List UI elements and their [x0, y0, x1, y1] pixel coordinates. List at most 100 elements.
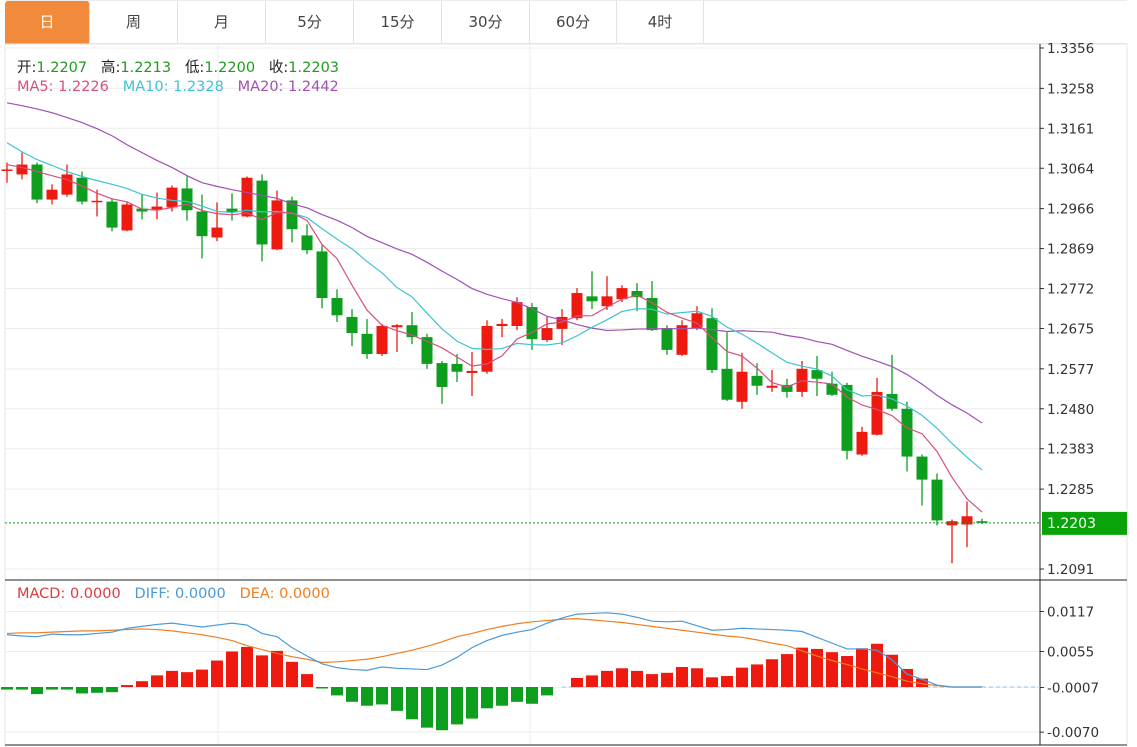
diff-value: DIFF: 0.0000	[134, 586, 226, 602]
macd-readout: MACD: 0.0000 DIFF: 0.0000 DEA: 0.0000	[17, 586, 330, 602]
macd-bar	[736, 667, 748, 687]
candle	[196, 194, 208, 259]
macd-bar	[706, 677, 718, 687]
macd-bar	[301, 674, 313, 687]
macd-bar	[31, 687, 43, 695]
tab-4[interactable]: 15分	[354, 1, 442, 44]
ma5-value: MA5: 1.2226	[17, 79, 109, 95]
macd-tick-label: 0.0117	[1047, 605, 1094, 621]
high-label: 高:	[100, 60, 121, 76]
ma20-line	[6, 102, 983, 424]
macd-bar	[781, 654, 793, 687]
candle	[901, 401, 913, 472]
macd-bar	[421, 687, 433, 728]
macd-bar	[856, 648, 868, 687]
price-tick-label: 1.2577	[1047, 362, 1094, 378]
candle	[211, 202, 223, 242]
candle	[31, 162, 43, 204]
macd-bar	[211, 660, 223, 687]
tab-6[interactable]: 60分	[530, 1, 617, 44]
candle	[916, 454, 928, 506]
candle-body	[916, 456, 928, 480]
candle-body	[376, 326, 388, 355]
candle-body	[466, 370, 478, 373]
macd-bar	[46, 687, 58, 690]
macd-bar	[451, 687, 463, 725]
tab-0[interactable]: 日	[5, 1, 90, 44]
macd-bar	[286, 661, 298, 687]
candle	[886, 354, 898, 411]
candle-body	[616, 288, 628, 300]
candle	[361, 319, 373, 359]
candle-body	[316, 251, 328, 298]
candle-body	[286, 200, 298, 230]
price-tick-label: 1.3064	[1047, 161, 1094, 177]
macd-bar	[571, 677, 583, 687]
macd-bar	[481, 687, 493, 709]
macd-bar	[16, 687, 28, 690]
macd-bar	[541, 687, 553, 696]
candle	[136, 194, 148, 220]
candle	[346, 309, 358, 347]
macd-bar	[526, 687, 538, 704]
candle	[706, 308, 718, 373]
price-tick-label: 1.3161	[1047, 121, 1094, 137]
macd-bar	[256, 655, 268, 687]
candle	[91, 189, 103, 217]
period-tabs: 日周月 5分 15分 30分 60分 4时	[5, 0, 1127, 44]
price-tick-label: 1.2383	[1047, 442, 1094, 458]
candle	[451, 354, 463, 383]
macd-bar	[361, 687, 373, 706]
candle-body	[331, 297, 343, 316]
candle-body	[421, 337, 433, 364]
tab-5[interactable]: 30分	[442, 1, 530, 44]
candle-body	[901, 408, 913, 457]
tab-7[interactable]: 4时	[617, 1, 704, 44]
tab-3[interactable]: 5分	[266, 1, 354, 44]
candle-body	[436, 363, 448, 387]
close-label: 收:	[268, 60, 289, 76]
macd-bar	[676, 666, 688, 687]
price-tick-label: 1.3356	[1047, 41, 1094, 57]
candle-body	[406, 325, 418, 338]
candle-body	[481, 326, 493, 372]
price-tick-label: 1.2091	[1047, 562, 1094, 578]
candle-body	[556, 316, 568, 329]
macd-bar	[751, 664, 763, 687]
candle	[526, 302, 538, 350]
candle	[961, 501, 973, 548]
tab-1[interactable]: 周	[90, 1, 178, 44]
candle-body	[346, 316, 358, 334]
tab-2[interactable]: 月	[178, 1, 266, 44]
candle-body	[361, 333, 373, 355]
candle	[16, 152, 28, 180]
candle	[151, 192, 163, 220]
candle-body	[856, 431, 868, 455]
candle-body	[646, 297, 658, 331]
candle	[691, 306, 703, 331]
candle	[586, 271, 598, 310]
candle	[931, 473, 943, 526]
close-value: 1.2203	[288, 60, 340, 76]
macd-bar	[136, 681, 148, 687]
macd-bar	[691, 668, 703, 687]
macd-bar	[811, 648, 823, 687]
macd-tick-label: 0.0055	[1047, 645, 1094, 661]
macd-bar	[631, 670, 643, 687]
price-tick-label: 1.3258	[1047, 81, 1094, 97]
candle	[406, 312, 418, 345]
candle	[181, 176, 193, 221]
candle	[646, 281, 658, 331]
candle	[316, 245, 328, 309]
candle	[301, 224, 313, 255]
macd-bar	[901, 668, 913, 687]
macd-value: MACD: 0.0000	[17, 586, 121, 602]
candle	[271, 190, 283, 251]
macd-bar	[871, 643, 883, 687]
candle-body	[751, 375, 763, 386]
candle-body	[976, 521, 988, 523]
candle	[481, 320, 493, 374]
candle-body	[736, 371, 748, 402]
candle-body	[76, 177, 88, 202]
